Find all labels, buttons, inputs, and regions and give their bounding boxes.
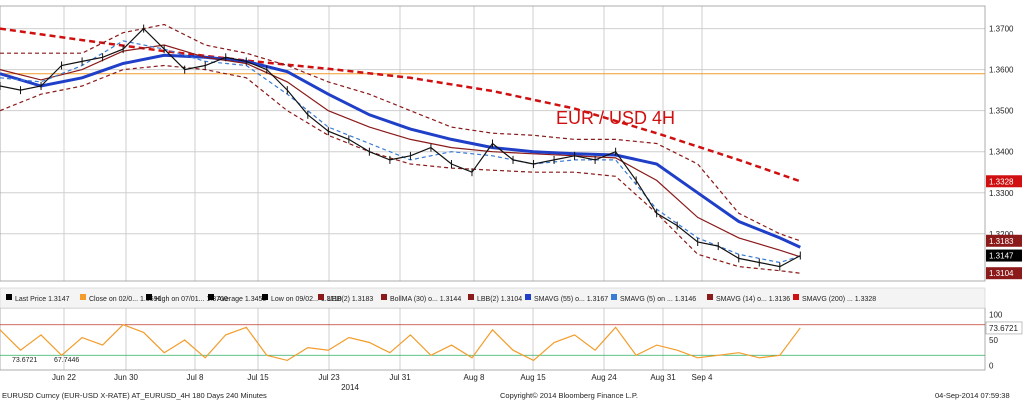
x-tick-label: Jul 15: [247, 373, 269, 382]
main-plot: [0, 23, 985, 274]
y-tick-label: 1.3700: [989, 25, 1014, 34]
legend-swatch: [80, 294, 86, 300]
indicator-panel: 100 50 0 73.6721 67.7446 73.6721: [0, 311, 1023, 370]
price-box: [986, 234, 1022, 247]
price-box: [986, 175, 1022, 188]
ind-box-label: 73.6721: [989, 324, 1018, 333]
price-box-label: 1.3183: [989, 237, 1014, 246]
ind-y-tick: 100: [989, 311, 1003, 320]
legend-label: SMAVG (5) on ... 1.3146: [620, 296, 696, 303]
legend-label: Close on 02/0... 1.3590: [89, 296, 161, 303]
y-tick-label: 1.3400: [989, 148, 1014, 157]
legend-swatch: [146, 294, 152, 300]
y-tick-label: 1.3300: [989, 189, 1014, 198]
price-box-label: 1.3147: [989, 252, 1014, 261]
legend-bar: Last Price 1.3147 Close on 02/0... 1.3590…: [0, 287, 986, 309]
price-box: [986, 267, 1022, 280]
price-box: [986, 249, 1022, 262]
legend-swatch: [525, 294, 531, 300]
x-tick-label: Jun 30: [114, 373, 139, 382]
price-box-label: 1.3104: [989, 269, 1014, 278]
series-line: [0, 64, 801, 274]
x-tick-label: Sep 4: [692, 373, 713, 382]
legend-label: LBB(2) 1.3104: [477, 296, 522, 303]
x-tick-label: Jul 23: [318, 373, 340, 382]
footer-timestamp: 04-Sep-2014 07:59:38: [935, 391, 1010, 400]
plot-frame: [0, 5, 986, 282]
legend-swatch: [793, 294, 799, 300]
legend-bg: [0, 287, 986, 309]
x-tick-label: Jul 31: [389, 373, 411, 382]
x-tick-label: Aug 24: [591, 373, 617, 382]
legend-label: SMAVG (200) ... 1.3328: [802, 296, 876, 303]
footer-instrument: EURUSD Curncy (EUR-USD X-RATE) AT_EURUSD…: [2, 391, 267, 400]
ind-label: 73.6721: [12, 357, 37, 364]
x-tick-label: Aug 15: [520, 373, 546, 382]
legend-label: SMAVG (14) o... 1.3136: [716, 296, 790, 303]
series-line: [0, 27, 801, 183]
ind-y-tick: 0: [989, 361, 994, 370]
legend-swatch: [381, 294, 387, 300]
time-axis: Jun 22 Jun 30 Jul 8 Jul 15 Jul 23 Jul 31 Aug 8…: [52, 373, 713, 392]
ind-y-tick: 50: [989, 336, 998, 345]
price-box-label: 1.3328: [989, 177, 1014, 186]
y-tick-label: 1.3200: [989, 230, 1014, 239]
series-line: [0, 53, 801, 249]
legend-label: Average 1.3450: [217, 296, 266, 303]
series-line: [0, 23, 801, 242]
x-year-label: 2014: [341, 383, 359, 392]
legend-label: BollMA (30) o... 1.3144: [390, 296, 461, 303]
legend-label: Last Price 1.3147: [15, 296, 70, 303]
indicator-line: [0, 324, 801, 362]
series-line: [0, 44, 801, 258]
legend-label: UBB(2) 1.3183: [327, 296, 373, 303]
series-line: [0, 27, 801, 268]
legend-swatch: [318, 294, 324, 300]
legend-swatch: [208, 294, 214, 300]
footer-copyright: Copyright© 2014 Bloomberg Finance L.P.: [500, 391, 638, 400]
legend-swatch: [468, 294, 474, 300]
price-axis: 1.3700 1.3600 1.3500 1.3400 1.3300 1.3200 1.33…: [986, 25, 1022, 280]
legend-swatch: [611, 294, 617, 300]
x-tick-label: Aug 31: [650, 373, 676, 382]
x-tick-label: Aug 8: [464, 373, 485, 382]
ind-box: [985, 321, 1023, 335]
legend-swatch: [6, 294, 12, 300]
x-tick-label: Jul 8: [187, 373, 204, 382]
series-line: [0, 40, 801, 264]
chart-annotation: EUR / USD 4H: [556, 108, 675, 128]
y-tick-label: 1.3600: [989, 66, 1014, 75]
y-tick-label: 1.3500: [989, 107, 1014, 116]
legend-label: SMAVG (55) o... 1.3167: [534, 296, 608, 303]
x-tick-label: Jun 22: [52, 373, 77, 382]
ind-label: 67.7446: [54, 357, 79, 364]
legend-label: Low on 09/02... 1.3110: [271, 296, 342, 303]
legend-swatch: [707, 294, 713, 300]
legend-label: High on 07/01... 1.3700: [155, 296, 228, 303]
legend-swatch: [262, 294, 268, 300]
